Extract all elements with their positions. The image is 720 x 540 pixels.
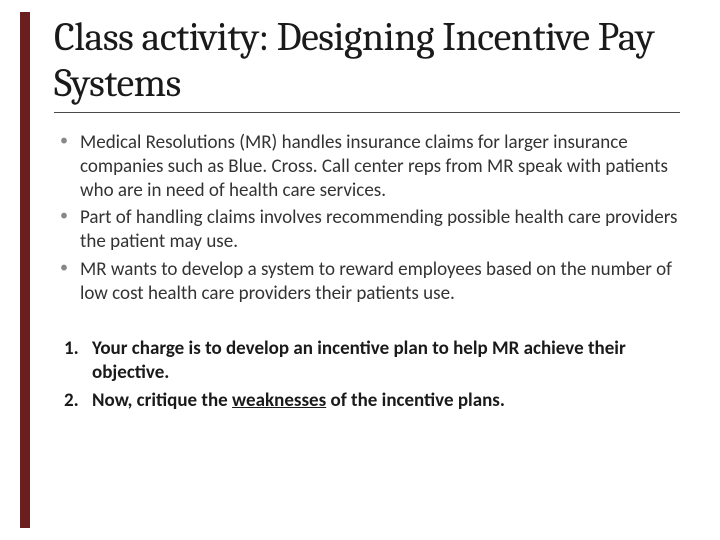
numbered-text: Your charge is to develop an incentive p… — [92, 337, 626, 384]
slide-content: Class activity: Designing Incentive Pay … — [0, 0, 720, 413]
title-divider — [54, 112, 680, 113]
numbered-text-prefix: Now, critique the — [92, 389, 232, 412]
numbered-list: Your charge is to develop an incentive p… — [54, 337, 680, 412]
slide-title: Class activity: Designing Incentive Pay … — [54, 14, 680, 106]
numbered-item: Now, critique the weaknesses of the ince… — [54, 389, 680, 413]
bullet-item: Part of handling claims involves recomme… — [54, 206, 680, 254]
bullet-item: MR wants to develop a system to reward e… — [54, 258, 680, 306]
bullet-item: Medical Resolutions (MR) handles insuran… — [54, 131, 680, 202]
bullet-list: Medical Resolutions (MR) handles insuran… — [54, 131, 680, 305]
numbered-text-suffix: of the incentive plans. — [326, 389, 505, 412]
numbered-item: Your charge is to develop an incentive p… — [54, 337, 680, 385]
numbered-text-underline: weaknesses — [232, 389, 326, 412]
accent-bar — [20, 12, 30, 528]
